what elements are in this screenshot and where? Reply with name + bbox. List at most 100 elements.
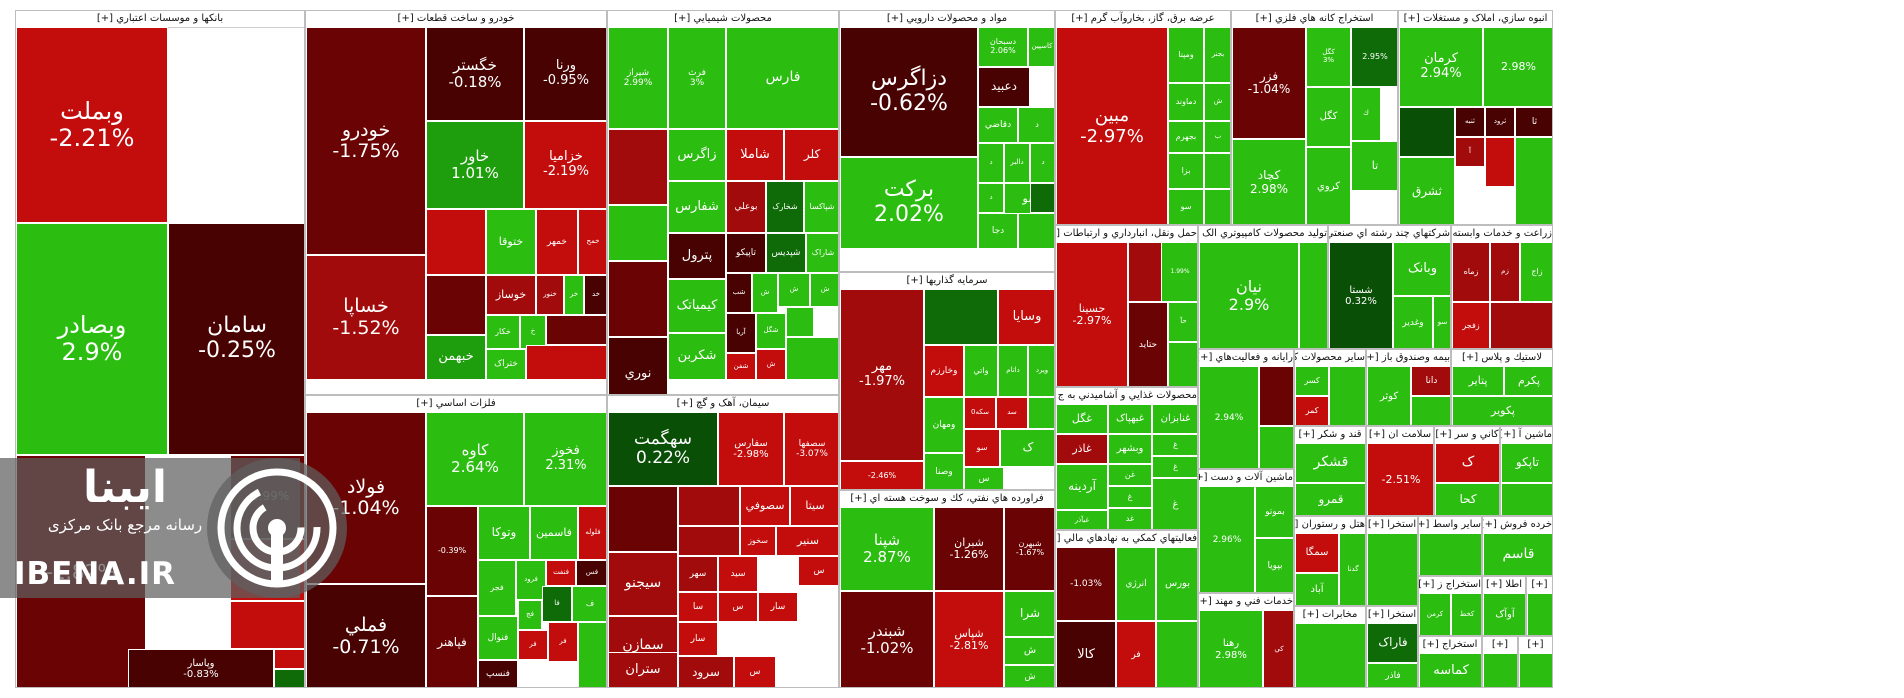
stock-tile[interactable]: حآ [1168, 302, 1197, 342]
stock-tile[interactable]: کاوه 2.64% [426, 412, 524, 506]
stock-tile[interactable]: فرود [516, 560, 546, 600]
stock-tile[interactable]: مهر -1.97% [840, 289, 924, 461]
stock-tile[interactable]: سيجنو [608, 552, 678, 616]
stock-tile[interactable]: فس [576, 560, 606, 586]
stock-tile[interactable]: شپاکسا [804, 181, 838, 233]
stock-tile[interactable]: بورس [1156, 547, 1197, 621]
stock-tile[interactable]: کخط [1451, 593, 1481, 635]
stock-tile[interactable]: د [978, 183, 1004, 213]
stock-tile[interactable]: سامان -0.25% [168, 223, 304, 455]
stock-tile[interactable] [1483, 653, 1517, 687]
stock-tile[interactable]: شیراز 2.99% [608, 27, 668, 129]
stock-tile[interactable]: خگستر -0.18% [426, 27, 524, 121]
stock-tile[interactable]: س [798, 556, 838, 586]
stock-tile[interactable]: غ [1152, 478, 1197, 529]
stock-tile[interactable]: غن [1108, 464, 1152, 486]
stock-tile[interactable] [1399, 107, 1455, 157]
stock-tile[interactable] [1156, 621, 1197, 687]
stock-tile[interactable] [1527, 593, 1552, 635]
sector-header[interactable]: خودرو و ساخت قطعات [+] [306, 11, 606, 28]
stock-tile[interactable]: وبانک [1393, 242, 1450, 296]
stock-tile[interactable] [1018, 213, 1054, 249]
stock-tile[interactable]: 2.98% [1483, 27, 1552, 107]
stock-tile[interactable]: وغدير [1393, 296, 1433, 348]
stock-tile[interactable]: فخوز 2.31% [524, 412, 606, 506]
sector-header[interactable]: استخرا [+] [1367, 607, 1417, 624]
stock-tile[interactable]: س [718, 592, 758, 622]
stock-tile[interactable]: دماوند [1168, 83, 1204, 121]
sector-header[interactable]: شرکتهاي چند رشته اي صنعتي [+] [1329, 226, 1450, 243]
stock-tile[interactable]: واتي [964, 345, 998, 397]
stock-tile[interactable]: سرود [678, 656, 734, 687]
stock-tile[interactable]: سو [1168, 189, 1204, 224]
stock-tile[interactable]: ف [572, 586, 606, 622]
stock-tile[interactable]: تاپکو [1501, 443, 1552, 483]
stock-tile[interactable]: -0.99% [230, 455, 304, 539]
stock-tile[interactable]: نوري [608, 337, 668, 394]
stock-tile[interactable]: 1.99% [1161, 242, 1197, 302]
stock-tile[interactable]: سد [996, 397, 1028, 429]
stock-tile[interactable]: ورنا -0.95% [524, 27, 606, 121]
stock-tile[interactable]: سنير [776, 526, 838, 556]
stock-tile[interactable]: فج [518, 600, 542, 630]
stock-tile[interactable]: شفن [726, 353, 756, 380]
sector-header[interactable]: سرمايه گذاريها [+] [840, 273, 1054, 290]
stock-tile[interactable]: د [1018, 107, 1054, 143]
stock-tile[interactable]: کگل 3% [1306, 27, 1351, 87]
stock-tile[interactable]: خمهر [536, 209, 578, 275]
stock-tile[interactable]: سمگا [1295, 533, 1339, 573]
sector-header[interactable]: لاستيك و پلاس [+] [1452, 350, 1552, 367]
stock-tile[interactable]: شبندر -1.02% [840, 591, 934, 687]
stock-tile[interactable]: خکار [486, 315, 520, 349]
stock-tile[interactable]: س [734, 656, 776, 687]
stock-tile[interactable]: س [964, 467, 1004, 489]
stock-tile[interactable]: فاراک [1367, 623, 1417, 663]
stock-tile[interactable]: 2.96% [1199, 486, 1255, 592]
sector-header[interactable]: استخراج ز [+] [1419, 577, 1481, 594]
stock-tile[interactable] [678, 486, 740, 526]
stock-tile[interactable] [1259, 366, 1293, 426]
stock-tile[interactable] [1419, 533, 1481, 575]
stock-tile[interactable]: فا [542, 586, 572, 622]
stock-tile[interactable]: شپاس -2.81% [934, 591, 1004, 687]
stock-tile[interactable] [1168, 342, 1197, 386]
stock-tile[interactable]: خاور 1.01% [426, 121, 524, 209]
sector-header[interactable]: مخابرات [+] [1295, 607, 1365, 624]
stock-tile[interactable]: شکربن [668, 333, 726, 380]
stock-tile[interactable]: شپديس [766, 233, 806, 273]
stock-tile[interactable]: وبصادر 2.9% [16, 223, 168, 455]
stock-tile[interactable]: خنور [536, 275, 564, 315]
stock-tile[interactable]: حسينا -2.97% [1056, 242, 1128, 386]
stock-tile[interactable]: 2.95% [1351, 27, 1397, 87]
sector-header[interactable]: سلامت ان [+] [1367, 427, 1433, 444]
stock-tile[interactable]: سفارس -2.98% [718, 412, 784, 486]
stock-tile[interactable]: فر [548, 622, 578, 662]
stock-tile[interactable]: آوآک [1483, 593, 1525, 635]
stock-tile[interactable]: فر [1116, 621, 1156, 687]
stock-tile[interactable]: سخوز [740, 526, 776, 556]
stock-tile[interactable]: داتام [998, 345, 1028, 397]
stock-tile[interactable]: وبشهر [1108, 434, 1152, 464]
stock-tile[interactable] [546, 315, 606, 345]
stock-tile[interactable]: بجنر [1204, 27, 1230, 83]
stock-tile[interactable]: 2.94% [1199, 366, 1259, 468]
stock-tile[interactable]: آريا [726, 313, 756, 353]
stock-tile[interactable]: وسايا [998, 289, 1054, 345]
stock-tile[interactable]: کالا [1056, 621, 1116, 687]
sector-header[interactable]: انبوه سازي، املاک و مستغلات [+] [1399, 11, 1552, 28]
stock-tile[interactable]: کمر [1295, 396, 1329, 425]
stock-tile[interactable]: فنوال [478, 616, 518, 660]
stock-tile[interactable]: فپاهنر [426, 596, 478, 687]
sector-header[interactable]: محصولات شيميايي [+] [608, 11, 838, 28]
stock-tile[interactable]: فنسپ [478, 660, 518, 687]
stock-tile[interactable]: ستران [608, 652, 678, 687]
stock-tile[interactable]: فارس [726, 27, 838, 129]
stock-tile[interactable]: سهر [678, 556, 718, 592]
stock-tile[interactable]: فلوله [578, 506, 606, 560]
stock-tile[interactable]: ختوقا [486, 209, 536, 275]
stock-tile[interactable]: ثنبه [1455, 107, 1485, 137]
stock-tile[interactable]: کاسپين [1028, 27, 1054, 67]
stock-tile[interactable]: فنفت [546, 560, 576, 586]
stock-tile[interactable]: ثا [1515, 107, 1552, 137]
sector-header[interactable]: سيمان، آهک و گچ [+] [608, 396, 838, 413]
